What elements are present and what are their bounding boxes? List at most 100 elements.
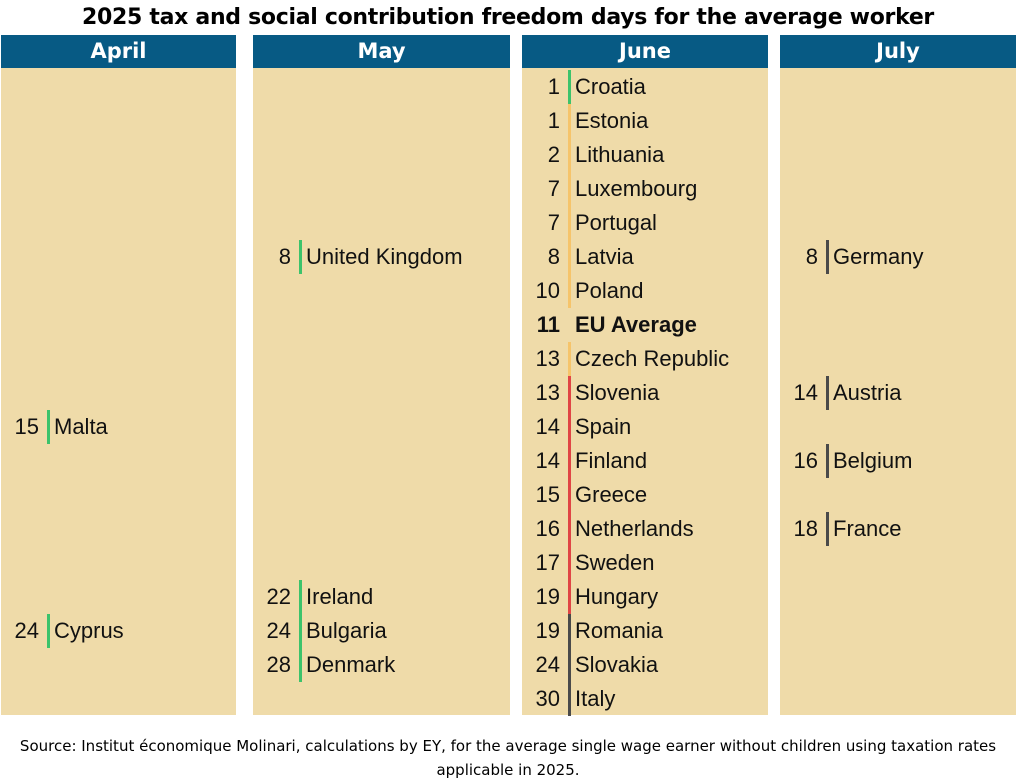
entry-divider-bar — [568, 410, 571, 444]
entry-country: Belgium — [833, 448, 913, 473]
column-header-april: April — [1, 35, 236, 68]
entry-day: 10 — [535, 278, 560, 303]
entry-divider-bar — [568, 648, 571, 682]
entry-day: 1 — [547, 108, 560, 133]
entry-country: Spain — [575, 414, 632, 439]
entry-divider-bar — [568, 70, 571, 104]
entry-june-netherlands: 16 Netherlands — [522, 512, 694, 546]
entry-day: 24 — [266, 618, 291, 643]
entry-day: 7 — [547, 176, 560, 201]
entry-june-estonia: 1 Estonia — [522, 104, 648, 138]
entry-day: 7 — [547, 210, 560, 235]
entry-may-bulgaria: 24 Bulgaria — [253, 614, 387, 648]
entry-june-poland: 10 Poland — [522, 274, 644, 308]
entry-day: 13 — [535, 346, 560, 371]
entry-country: Ireland — [306, 584, 374, 609]
column-june: June 1 Croatia 1 Estonia 2 Lithuania 7 Luxembou… — [522, 35, 768, 716]
entry-day: 14 — [793, 380, 818, 405]
entry-day: 24 — [535, 652, 560, 677]
entry-divider-bar — [568, 104, 571, 138]
entry-country: Denmark — [306, 652, 396, 677]
entry-country: Cyprus — [54, 618, 124, 643]
entry-day: 8 — [278, 244, 291, 269]
entry-june-romania: 19 Romania — [522, 614, 663, 648]
entry-july-germany: 8 Germany — [780, 240, 923, 274]
entry-june-czech-republic: 13 Czech Republic — [522, 342, 729, 376]
chart-title: 2025 tax and social contribution freedom… — [82, 5, 934, 30]
entry-country: Poland — [575, 278, 644, 303]
source-line-2: applicable in 2025. — [436, 761, 580, 779]
entry-june-hungary: 19 Hungary — [522, 580, 658, 614]
entry-june-eu-average: 11 EU Average — [522, 308, 697, 342]
entry-divider-bar — [826, 512, 829, 546]
entry-day: 13 — [535, 380, 560, 405]
column-may: May 8 United Kingdom 22 Ireland 24 Bulgaria 28… — [253, 35, 510, 715]
entry-country: Germany — [833, 244, 924, 269]
entry-july-austria: 14 Austria — [780, 376, 901, 410]
entry-divider-bar — [568, 546, 571, 580]
entry-day: 15 — [535, 482, 560, 507]
entry-day: 22 — [266, 584, 291, 609]
entry-june-croatia: 1 Croatia — [522, 70, 646, 104]
entry-day: 16 — [535, 516, 560, 541]
entry-april-cyprus: 24 Cyprus — [1, 614, 124, 648]
entry-june-slovenia: 13 Slovenia — [522, 376, 659, 410]
entry-may-united-kingdom: 8 United Kingdom — [253, 240, 463, 274]
entry-divider-bar — [47, 410, 50, 444]
entry-day: 8 — [547, 244, 560, 269]
entry-divider-bar — [826, 376, 829, 410]
entry-day: 15 — [14, 414, 39, 439]
entry-divider-bar — [568, 206, 571, 240]
entry-day: 11 — [536, 312, 560, 337]
entry-june-latvia: 8 Latvia — [522, 240, 634, 274]
entry-country: Portugal — [575, 210, 657, 235]
column-header-may: May — [253, 35, 510, 68]
column-april: April 15 Malta 24 Cyprus — [1, 35, 236, 715]
entry-divider-bar — [568, 342, 571, 376]
column-header-july: July — [780, 35, 1016, 68]
entry-april-malta: 15 Malta — [1, 410, 108, 444]
column-july: July 8 Germany 14 Austria 16 Belgium 18 France — [780, 35, 1016, 715]
entry-june-portugal: 7 Portugal — [522, 206, 657, 240]
entry-june-luxembourg: 7 Luxembourg — [522, 172, 697, 206]
entry-country: Austria — [833, 380, 902, 405]
entry-day: 8 — [805, 244, 818, 269]
entry-divider-bar — [568, 614, 571, 648]
entry-divider-bar — [826, 240, 829, 274]
entry-june-sweden: 17 Sweden — [522, 546, 655, 580]
entry-june-spain: 14 Spain — [522, 410, 631, 444]
entry-divider-bar — [568, 444, 571, 478]
entry-country: EU Average — [575, 312, 697, 337]
entry-country: Latvia — [575, 244, 634, 269]
entry-country: Sweden — [575, 550, 655, 575]
entry-country: Czech Republic — [575, 346, 730, 371]
entry-divider-bar — [47, 614, 50, 648]
entry-divider-bar — [299, 580, 302, 614]
entry-june-finland: 14 Finland — [522, 444, 647, 478]
entry-country: Hungary — [575, 584, 659, 609]
entry-country: Bulgaria — [306, 618, 387, 643]
entry-divider-bar — [568, 138, 571, 172]
entry-june-slovakia: 24 Slovakia — [522, 648, 658, 682]
source-note: Source: Institut économique Molinari, ca… — [0, 734, 1016, 782]
entry-divider-bar — [568, 274, 571, 308]
entry-day: 28 — [266, 652, 291, 677]
entry-day: 19 — [535, 584, 560, 609]
entry-divider-bar — [568, 580, 571, 614]
entry-day: 14 — [535, 448, 560, 473]
entry-divider-bar — [299, 614, 302, 648]
entry-june-greece: 15 Greece — [522, 478, 647, 512]
entry-country: Malta — [54, 414, 108, 439]
entry-divider-bar — [568, 682, 571, 716]
entry-divider-bar — [568, 172, 571, 206]
entry-divider-bar — [299, 648, 302, 682]
entry-divider-bar — [568, 376, 571, 410]
entry-june-italy: 30 Italy — [522, 682, 615, 716]
entry-country: Romania — [575, 618, 664, 643]
entry-country: Finland — [575, 448, 648, 473]
entry-day: 19 — [535, 618, 560, 643]
entry-day: 14 — [535, 414, 560, 439]
entry-divider-bar — [568, 240, 571, 274]
entry-country: France — [833, 516, 902, 541]
column-header-june: June — [522, 35, 768, 68]
